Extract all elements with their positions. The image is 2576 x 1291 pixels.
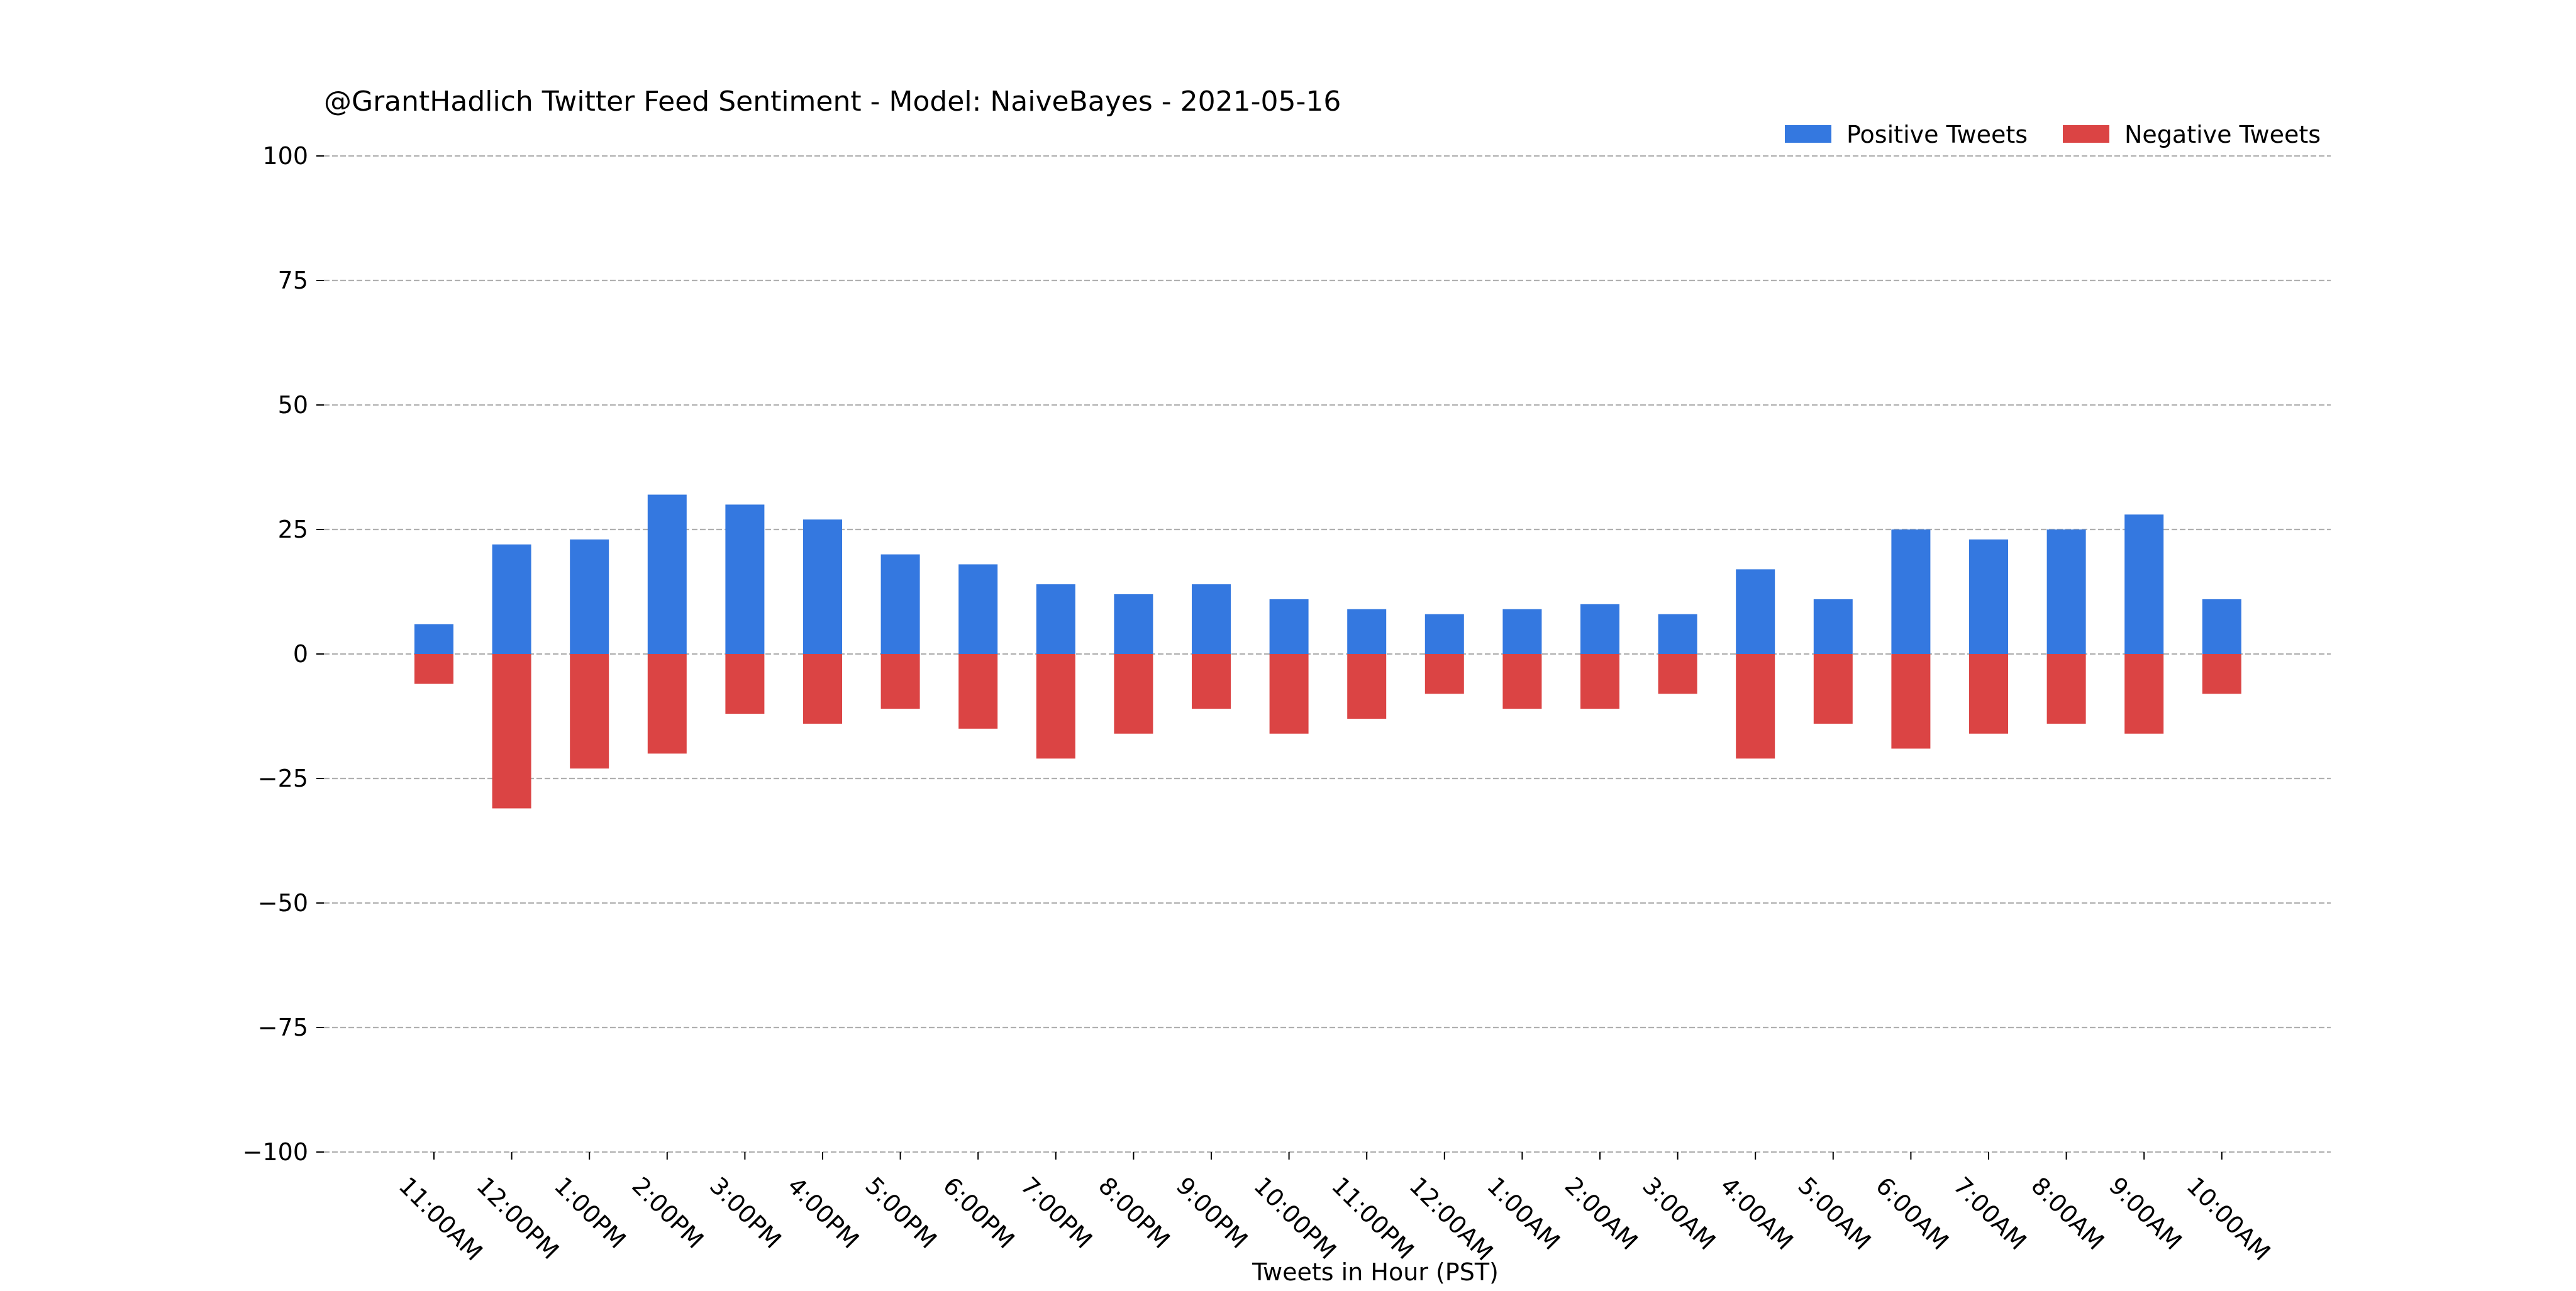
x-tick-label: 11:00AM (394, 1172, 488, 1266)
x-tick-label: 9:00PM (1171, 1172, 1253, 1254)
y-tick-label: 75 (278, 267, 308, 294)
negative-bar-22 (2124, 654, 2164, 734)
negative-bar-1 (492, 654, 531, 809)
x-tick-label: 10:00AM (2181, 1172, 2275, 1266)
positive-bar-3 (647, 494, 687, 654)
x-tick-label: 7:00AM (1948, 1172, 2032, 1255)
negative-bar-10 (1192, 654, 1231, 709)
x-tick-label: 4:00PM (782, 1172, 865, 1254)
legend-swatch-positive (1785, 125, 1831, 143)
positive-bar-17 (1736, 569, 1775, 654)
negative-bar-9 (1114, 654, 1153, 734)
negative-bar-0 (414, 654, 453, 684)
positive-bar-19 (1891, 529, 1931, 654)
positive-bar-0 (414, 624, 453, 654)
positive-bar-21 (2046, 529, 2086, 654)
x-tick-label: 2:00AM (1560, 1172, 1643, 1255)
x-tick-label: 7:00PM (1015, 1172, 1097, 1254)
y-tick-label: −25 (258, 765, 308, 792)
grid-lines (324, 155, 2331, 1153)
positive-bar-9 (1114, 594, 1153, 654)
x-tick-label: 8:00AM (2026, 1172, 2109, 1255)
x-tick-label: 12:00AM (1404, 1172, 1498, 1266)
y-tick-label: −50 (258, 889, 308, 917)
positive-bar-10 (1192, 584, 1231, 654)
negative-bar-14 (1502, 654, 1542, 709)
negative-bar-12 (1347, 654, 1387, 719)
positive-bar-1 (492, 544, 531, 654)
positive-bar-12 (1347, 609, 1387, 654)
positive-bar-23 (2202, 599, 2241, 654)
negative-bar-6 (880, 654, 920, 709)
positive-bar-22 (2124, 514, 2164, 654)
negative-bar-20 (1969, 654, 2008, 734)
y-tick-label: −100 (243, 1138, 308, 1166)
legend-label-negative: Negative Tweets (2124, 121, 2321, 148)
x-tick-label: 3:00AM (1637, 1172, 1721, 1255)
negative-bar-18 (1813, 654, 1853, 724)
positive-bar-13 (1424, 614, 1464, 654)
x-tick-label: 10:00PM (1248, 1172, 1341, 1265)
x-tick-label: 11:00PM (1326, 1172, 1419, 1265)
positive-bar-8 (1036, 584, 1075, 654)
negative-bar-2 (570, 654, 609, 769)
negative-bar-11 (1269, 654, 1309, 734)
x-tick-label: 5:00PM (860, 1172, 942, 1254)
positive-bar-16 (1658, 614, 1697, 654)
x-tick-label: 9:00AM (2104, 1172, 2187, 1255)
legend-label-positive: Positive Tweets (1846, 121, 2028, 148)
x-tick-label: 2:00PM (626, 1172, 709, 1254)
positive-bar-11 (1269, 599, 1309, 654)
x-tick-label: 6:00PM (938, 1172, 1020, 1254)
positive-bar-20 (1969, 539, 2008, 654)
negative-bar-8 (1036, 654, 1075, 759)
positive-bar-7 (958, 564, 998, 654)
negative-bar-3 (647, 654, 687, 754)
positive-bar-5 (803, 519, 842, 654)
negative-bar-16 (1658, 654, 1697, 694)
negative-bar-21 (2046, 654, 2086, 724)
negative-bar-15 (1580, 654, 1619, 709)
negative-bar-5 (803, 654, 842, 724)
negative-bar-7 (958, 654, 998, 729)
negative-bar-17 (1736, 654, 1775, 759)
y-tick-label: 100 (262, 142, 308, 170)
chart-title: @GrantHadlich Twitter Feed Sentiment - M… (324, 86, 1341, 118)
x-tick-label: 8:00PM (1093, 1172, 1175, 1254)
y-tick-label: 0 (293, 640, 308, 668)
legend: Positive Tweets Negative Tweets (1785, 121, 2321, 148)
x-tick-label: 5:00AM (1792, 1172, 1876, 1255)
x-tick-label: 4:00AM (1715, 1172, 1799, 1255)
x-tick-label: 6:00AM (1870, 1172, 1954, 1255)
positive-bar-15 (1580, 604, 1619, 654)
y-tick-label: −75 (258, 1014, 308, 1041)
negative-bar-13 (1424, 654, 1464, 694)
x-tick-label: 3:00PM (704, 1172, 787, 1254)
positive-bar-14 (1502, 609, 1542, 654)
negative-bar-4 (725, 654, 765, 714)
negative-bar-23 (2202, 654, 2241, 694)
positive-bar-18 (1813, 599, 1853, 654)
positive-bar-4 (725, 504, 765, 654)
y-tick-label: 50 (278, 391, 308, 419)
bars (414, 494, 2241, 809)
legend-swatch-negative (2063, 125, 2109, 143)
positive-bar-6 (880, 554, 920, 654)
negative-bar-19 (1891, 654, 1931, 749)
x-tick-label: 12:00PM (471, 1172, 564, 1265)
positive-bar-2 (570, 539, 609, 654)
x-axis-label: Tweets in Hour (PST) (1252, 1258, 1499, 1286)
y-tick-label: 25 (278, 516, 308, 543)
